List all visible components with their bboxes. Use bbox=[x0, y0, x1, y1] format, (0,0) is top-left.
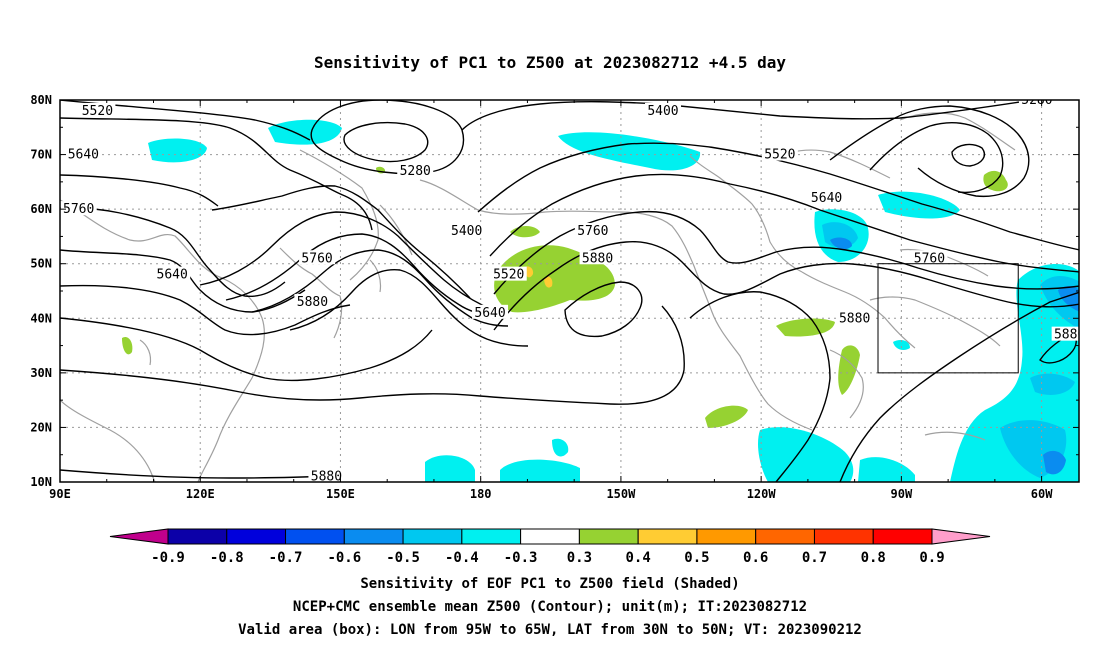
colorbar-swatch bbox=[578, 528, 639, 545]
lon-tick-label: 90E bbox=[49, 487, 71, 501]
colorbar-label: 0.3 bbox=[567, 550, 592, 566]
lat-tick-label: 30N bbox=[30, 366, 52, 380]
colorbar-swatch bbox=[520, 528, 580, 545]
colorbar-swatch bbox=[461, 528, 522, 545]
colorbar-swatch bbox=[285, 528, 345, 545]
contour-label-bg bbox=[299, 250, 336, 265]
colorbar-swatch bbox=[402, 528, 463, 545]
lon-tick-label: 60W bbox=[1031, 487, 1053, 501]
caption-line-1: Sensitivity of EOF PC1 to Z500 field (Sh… bbox=[360, 576, 739, 592]
colorbar-label: -0.6 bbox=[327, 550, 361, 566]
colorbar-label: 0.6 bbox=[743, 550, 768, 566]
lon-tick-label: 180 bbox=[470, 487, 492, 501]
colorbar-label: -0.3 bbox=[504, 550, 538, 566]
colorbar-swatch bbox=[872, 528, 933, 545]
contour-label: 5760 bbox=[914, 251, 945, 266]
contour-label: 5400 bbox=[647, 104, 678, 119]
contour-label-bg bbox=[808, 190, 845, 205]
contour-label: 5880 bbox=[297, 295, 328, 310]
colorbar-swatch bbox=[813, 528, 874, 545]
contour-label-bg bbox=[761, 146, 798, 161]
lat-tick-label: 70N bbox=[30, 148, 52, 162]
sensitivity-shading bbox=[122, 119, 1079, 482]
contour-label-bg bbox=[911, 250, 948, 265]
contour-label: 5880 bbox=[311, 470, 342, 485]
caption-line-2: NCEP+CMC ensemble mean Z500 (Contour); u… bbox=[293, 599, 807, 615]
colorbar-swatch bbox=[755, 528, 815, 545]
contour-label: 5760 bbox=[301, 251, 332, 266]
contour-label-bg bbox=[154, 266, 191, 281]
contour-label: 5640 bbox=[68, 148, 99, 163]
colorbar-label: -0.7 bbox=[269, 550, 303, 566]
contour-label: 5640 bbox=[157, 268, 188, 283]
contour-label: 5880 bbox=[839, 311, 870, 326]
colorbar-label: -0.5 bbox=[386, 550, 420, 566]
contour-label-bg bbox=[836, 310, 873, 325]
colorbar-min-arrow bbox=[109, 528, 169, 545]
contour-label: 5880 bbox=[1054, 328, 1085, 343]
contour-label-bg bbox=[79, 102, 116, 117]
colorbar-label: 0.8 bbox=[861, 550, 886, 566]
lat-tick-label: 40N bbox=[30, 311, 52, 325]
colorbar-swatch bbox=[226, 528, 287, 545]
colorbar-label: 0.4 bbox=[626, 550, 651, 566]
contour-label: 5640 bbox=[474, 306, 505, 321]
colorbar-label: 0.9 bbox=[919, 550, 944, 566]
lon-tick-label: 150W bbox=[606, 487, 636, 501]
colorbar-swatch bbox=[696, 528, 757, 545]
contour-label: 5640 bbox=[811, 191, 842, 206]
contour-label-bg bbox=[448, 222, 485, 237]
axis-labels: 90E 120E 150E 180 150W 120W 90W 60W 80N 70N 60N 50N… bbox=[30, 93, 1053, 501]
lon-tick-label: 120E bbox=[186, 487, 215, 501]
lon-tick-label: 120W bbox=[747, 487, 777, 501]
contour-labels: 5520 5640 5760 5640 5760 5880 5280 5400 5520 5640… bbox=[60, 93, 1085, 485]
colorbar-label: 0.5 bbox=[684, 550, 709, 566]
colorbar-swatch bbox=[637, 528, 698, 545]
graticule-grid bbox=[60, 100, 1079, 482]
contour-label-bg bbox=[490, 266, 527, 281]
map-title: Sensitivity of PC1 to Z500 at 2023082712… bbox=[314, 53, 786, 72]
lat-tick-label: 80N bbox=[30, 93, 52, 107]
contour-label-bg bbox=[60, 201, 97, 216]
contour-label-bg bbox=[574, 222, 611, 237]
contour-label-bg bbox=[1051, 326, 1079, 341]
caption-line-3: Valid area (box): LON from 95W to 65W, L… bbox=[238, 622, 862, 638]
contour-label: 5760 bbox=[63, 202, 94, 217]
lon-tick-label: 90W bbox=[891, 487, 913, 501]
axis-ticks bbox=[59, 99, 1079, 483]
colorbar-swatch bbox=[343, 528, 404, 545]
contour-label: 5280 bbox=[400, 164, 431, 179]
lon-tick-label: 150E bbox=[326, 487, 355, 501]
contour-label: 5520 bbox=[493, 268, 524, 283]
contour-label-bg bbox=[294, 293, 331, 308]
colorbar-label: -0.9 bbox=[151, 550, 185, 566]
colorbar-max-arrow bbox=[931, 528, 991, 545]
contour-label-bg bbox=[397, 162, 434, 177]
colorbar-label: 0.7 bbox=[802, 550, 827, 566]
contour-label: 5280 bbox=[1021, 93, 1052, 108]
contour-label: 5520 bbox=[82, 104, 113, 119]
contour-label-bg bbox=[1018, 100, 1055, 106]
contour-label-bg bbox=[579, 250, 616, 265]
lat-tick-label: 50N bbox=[30, 257, 52, 271]
lat-tick-label: 20N bbox=[30, 420, 52, 434]
valid-area-box bbox=[877, 263, 1019, 374]
colorbar: -0.9 -0.8 -0.7 -0.6 -0.5 -0.4 -0.3 0.3 0.4 0.5 0.6… bbox=[109, 528, 991, 566]
contour-label-bg bbox=[308, 468, 345, 482]
contour-label-bg bbox=[644, 102, 681, 117]
contour-label: 5520 bbox=[764, 148, 795, 163]
contour-label: 5400 bbox=[451, 224, 482, 239]
colorbar-label: -0.8 bbox=[210, 550, 244, 566]
colorbar-swatch bbox=[167, 528, 228, 545]
contour-label-bg bbox=[472, 304, 509, 319]
lat-tick-label: 10N bbox=[30, 475, 52, 489]
contour-label: 5880 bbox=[582, 251, 613, 266]
contour-label: 5760 bbox=[577, 224, 608, 239]
colorbar-label: -0.4 bbox=[445, 550, 479, 566]
lat-tick-label: 60N bbox=[30, 202, 52, 216]
contour-label-bg bbox=[65, 146, 102, 161]
